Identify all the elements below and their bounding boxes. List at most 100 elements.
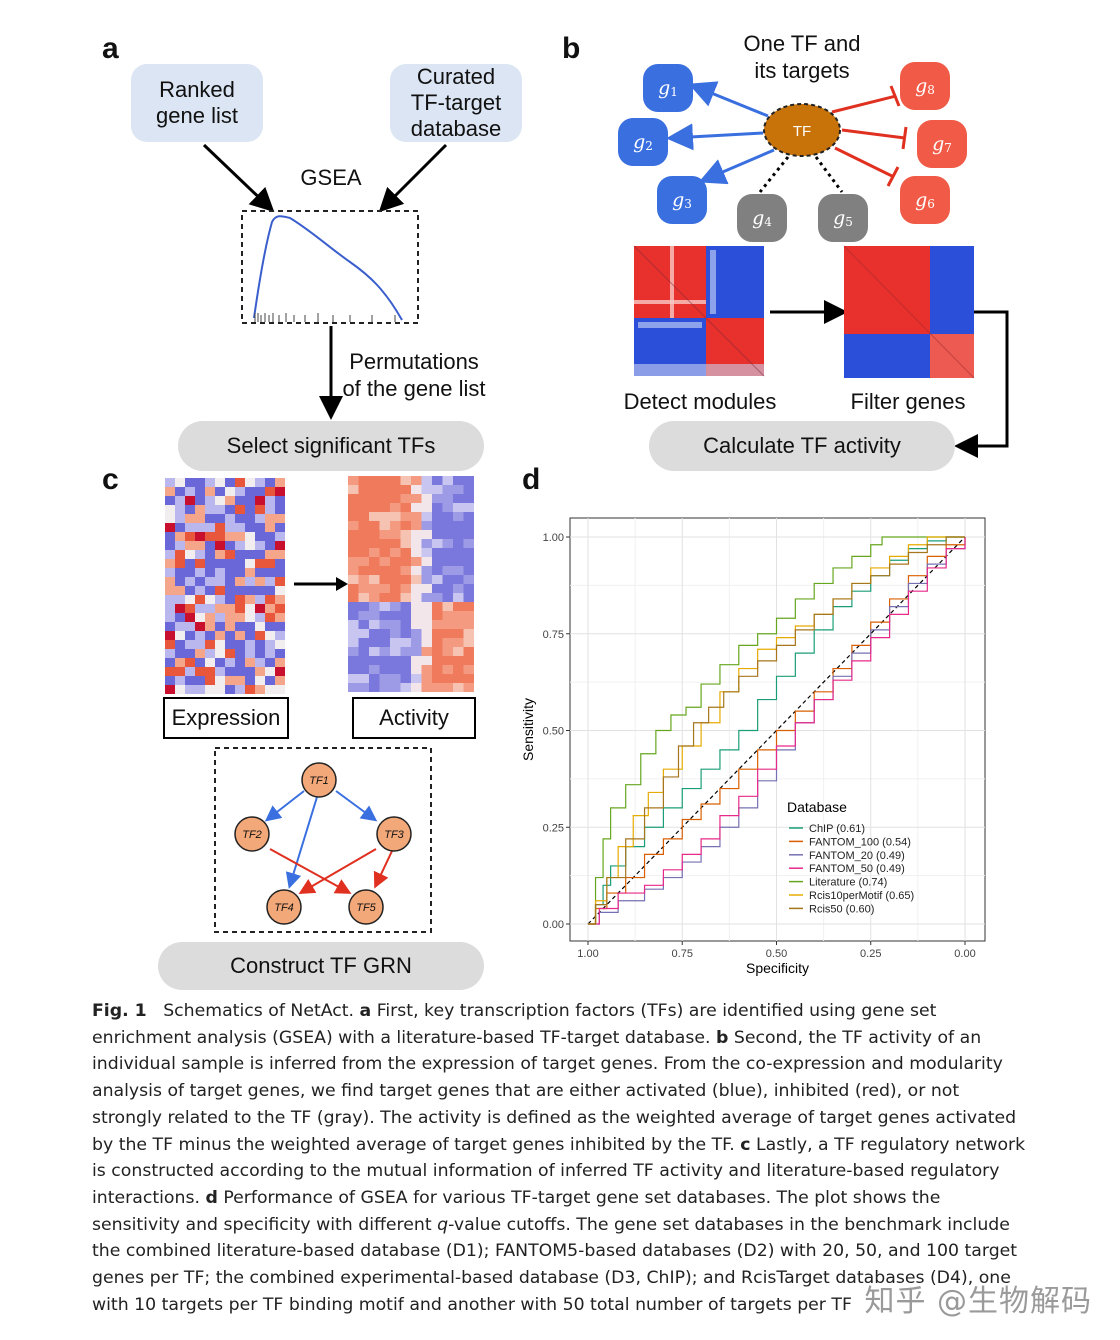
caption-text-a: First, key transcription factors (TFs) a… <box>92 1001 937 1048</box>
expression-cell <box>275 487 285 496</box>
expression-cell <box>215 505 225 514</box>
activity-cell <box>348 665 359 674</box>
activity-cell <box>400 521 411 530</box>
node-tf5-label: TF5 <box>356 902 376 914</box>
activity-cell <box>442 548 453 557</box>
panel-b-graphics: TF <box>633 81 1009 458</box>
edge-tf2-tf5 <box>269 848 352 894</box>
expression-cell <box>255 685 265 694</box>
legend-entry: Rcis50 (0.60) <box>809 903 874 915</box>
expression-cell <box>275 577 285 586</box>
expression-cell <box>215 550 225 559</box>
expression-cell <box>275 640 285 649</box>
curated-database-box: Curated TF-target database <box>390 64 522 142</box>
activity-cell <box>379 503 390 512</box>
expression-cell <box>245 550 255 559</box>
expression-cell <box>275 568 285 577</box>
activity-cell <box>442 566 453 575</box>
activity-cell <box>390 602 401 611</box>
expression-cell <box>195 649 205 658</box>
expression-cell <box>215 595 225 604</box>
expression-cell <box>225 595 235 604</box>
expression-cell <box>235 613 245 622</box>
roc-line-7 <box>588 536 965 925</box>
expression-cell <box>185 667 195 676</box>
x-tick-label: 0.50 <box>766 948 787 960</box>
arrow-expr-to-activity <box>294 577 348 591</box>
gsea-plot-frame <box>241 210 419 324</box>
expression-cell <box>185 568 195 577</box>
expression-cell <box>265 496 275 505</box>
activity-cell <box>463 485 474 494</box>
activity-cell <box>358 512 369 521</box>
activity-cell <box>390 593 401 602</box>
activity-cell <box>442 602 453 611</box>
expression-cell <box>255 514 265 523</box>
activity-cell <box>442 557 453 566</box>
expression-label: Expression <box>163 697 289 739</box>
activity-cell <box>453 557 464 566</box>
expression-cell <box>195 568 205 577</box>
expression-cell <box>175 496 185 505</box>
expression-cell <box>175 505 185 514</box>
grn-frame <box>214 747 432 933</box>
activity-cell <box>390 557 401 566</box>
expression-cell <box>275 667 285 676</box>
expression-cell <box>195 487 205 496</box>
filter-genes-heatmap <box>843 245 975 379</box>
expression-cell <box>225 613 235 622</box>
activity-cell <box>453 548 464 557</box>
expression-cell <box>225 514 235 523</box>
expression-cell <box>225 658 235 667</box>
activity-cell <box>400 647 411 656</box>
expression-cell <box>205 514 215 523</box>
activity-cell <box>400 584 411 593</box>
activity-cell <box>421 620 432 629</box>
expression-cell <box>205 532 215 541</box>
activity-cell <box>400 665 411 674</box>
activity-cell <box>411 611 422 620</box>
activity-cell <box>379 656 390 665</box>
expression-cell <box>235 523 245 532</box>
edge-tf1-tf3 <box>335 790 378 822</box>
activity-cell <box>421 539 432 548</box>
activity-cell <box>463 593 474 602</box>
expression-cell <box>255 487 265 496</box>
activity-cell <box>358 611 369 620</box>
activity-cell <box>411 629 422 638</box>
activity-cell <box>453 629 464 638</box>
activity-cell <box>369 575 380 584</box>
activity-cell <box>442 485 453 494</box>
expression-cell <box>175 631 185 640</box>
expression-cell <box>215 478 225 487</box>
activity-cell <box>411 584 422 593</box>
activity-cell <box>411 665 422 674</box>
detect-modules-heatmap <box>633 245 765 377</box>
ranked-gene-list-box: Ranked gene list <box>131 64 263 142</box>
activity-cell <box>358 683 369 692</box>
expression-cell <box>195 514 205 523</box>
activity-cell <box>432 638 443 647</box>
activity-cell <box>379 665 390 674</box>
gsea-label: GSEA <box>300 165 362 190</box>
expression-cell <box>195 676 205 685</box>
activity-cell <box>390 566 401 575</box>
activity-cell <box>432 656 443 665</box>
perm-line-2: of the gene list <box>342 376 486 401</box>
expression-cell <box>205 595 215 604</box>
activity-cell <box>400 575 411 584</box>
activity-cell <box>453 575 464 584</box>
activity-cell <box>421 530 432 539</box>
expression-cell <box>265 487 275 496</box>
activity-cell <box>432 611 443 620</box>
expression-cell <box>265 577 275 586</box>
activity-cell <box>358 503 369 512</box>
activity-cell <box>421 629 432 638</box>
caption-a-marker: a <box>359 1001 372 1021</box>
expression-cell <box>245 658 255 667</box>
expression-cell <box>265 613 275 622</box>
expression-cell <box>215 613 225 622</box>
arrow-filter-to-calc <box>954 310 1009 458</box>
activity-cell <box>463 665 474 674</box>
